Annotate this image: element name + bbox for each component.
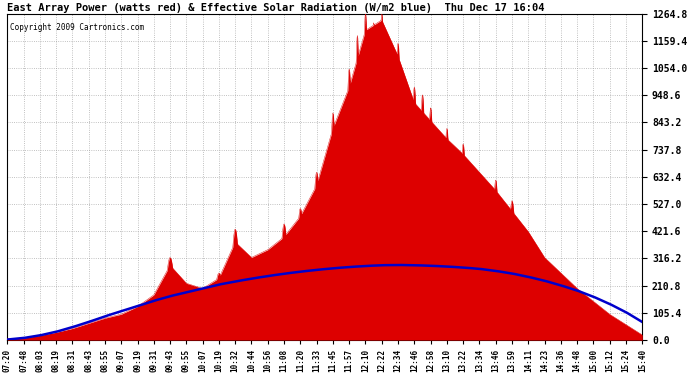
Text: East Array Power (watts red) & Effective Solar Radiation (W/m2 blue)  Thu Dec 17: East Array Power (watts red) & Effective… — [8, 3, 545, 13]
Text: Copyright 2009 Cartronics.com: Copyright 2009 Cartronics.com — [10, 23, 145, 32]
